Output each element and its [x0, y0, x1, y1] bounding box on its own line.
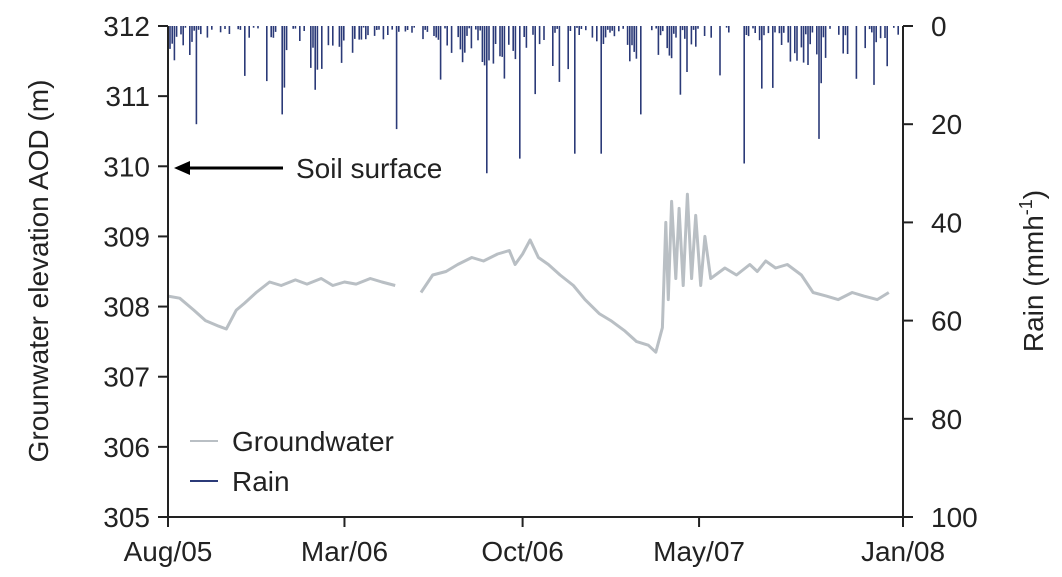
- x-tick-label: Jan/08: [861, 536, 945, 567]
- y-left-tick-label: 311: [105, 81, 150, 112]
- soil-surface-arrow-icon: [174, 161, 190, 175]
- y-left-tick-label: 312: [103, 11, 150, 42]
- y-right-tick-label: 60: [931, 306, 962, 337]
- x-tick-label: Aug/05: [124, 536, 213, 567]
- legend-rain-label: Rain: [232, 466, 290, 497]
- x-tick-label: May/07: [653, 536, 745, 567]
- y-left-tick-label: 305: [103, 502, 150, 533]
- legend-groundwater-label: Groundwater: [232, 426, 394, 457]
- soil-surface-annotation: Soil surface: [174, 153, 442, 184]
- soil-surface-label: Soil surface: [296, 153, 442, 184]
- y-right-tick-label: 80: [931, 404, 962, 435]
- y-left-title: Grounwater elevation AOD (m): [23, 80, 54, 463]
- groundwater-series: [167, 192, 890, 354]
- left-ticks: 305 306 307 308 309 310 311 312: [103, 11, 168, 533]
- y-right-title: Rain (mmh-1): [1016, 190, 1049, 352]
- x-tick-label: Oct/06: [481, 536, 563, 567]
- y-right-tick-label: 100: [931, 502, 978, 533]
- y-right-tick-label: 0: [931, 11, 947, 42]
- y-right-tick-label: 40: [931, 207, 962, 238]
- y-right-tick-label: 20: [931, 109, 962, 140]
- y-left-tick-label: 307: [103, 362, 150, 393]
- rain-bars: [169, 26, 900, 174]
- legend: Groundwater Rain: [190, 426, 394, 497]
- y-left-tick-label: 308: [103, 292, 150, 323]
- y-left-tick-label: 310: [103, 151, 150, 182]
- groundwater-line: [167, 277, 396, 331]
- groundwater-line: [419, 192, 890, 354]
- x-tick-label: Mar/06: [301, 536, 388, 567]
- right-ticks: 0 20 40 60 80 100: [903, 11, 978, 533]
- x-ticks: Aug/05 Mar/06 Oct/06 May/07 Jan/08: [124, 517, 945, 567]
- y-left-tick-label: 309: [103, 221, 150, 252]
- y-left-tick-label: 306: [103, 432, 150, 463]
